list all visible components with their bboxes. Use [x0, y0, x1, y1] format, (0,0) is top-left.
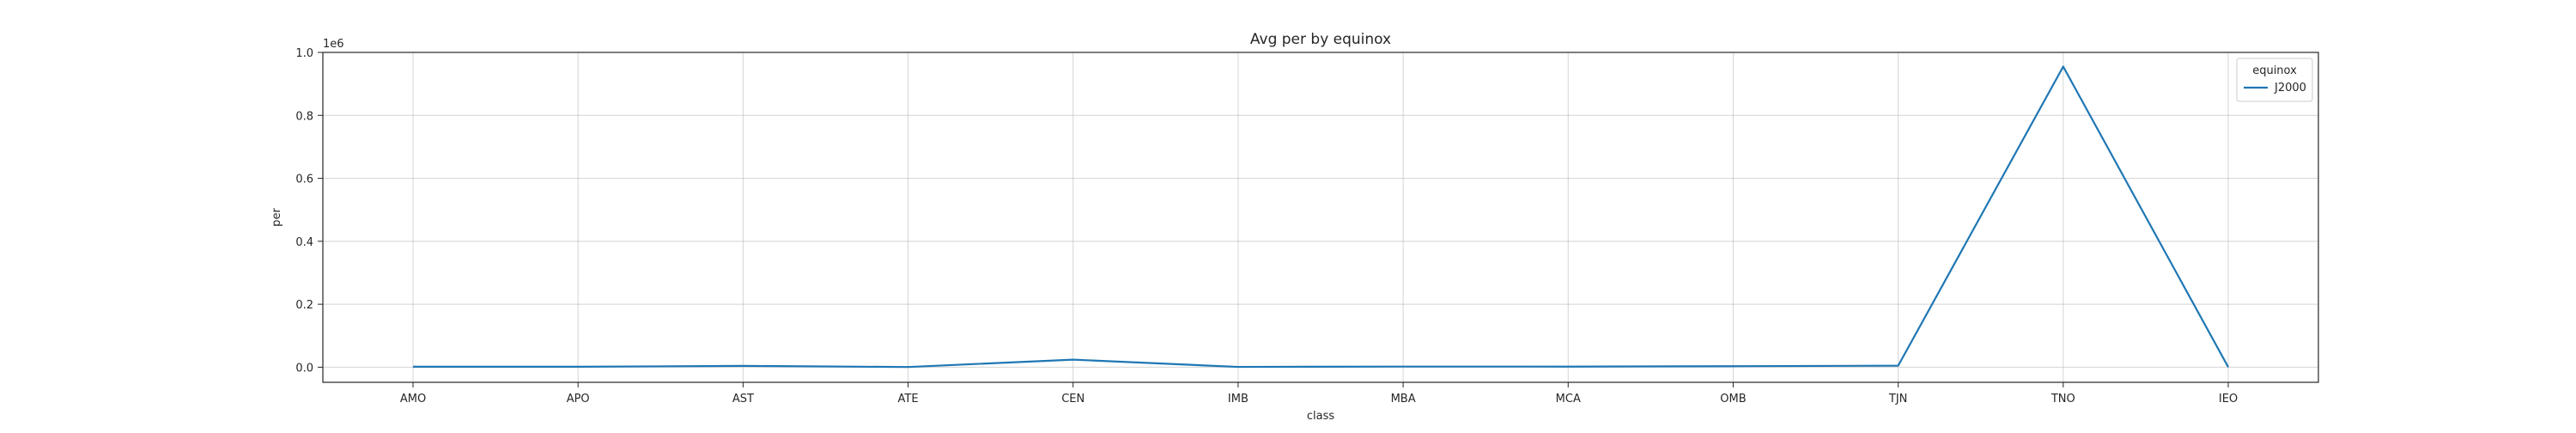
y-tick-label: 0.0	[295, 362, 313, 375]
x-tick-label: TNO	[2050, 393, 2075, 406]
chart-title: Avg per by equinox	[1250, 31, 1391, 48]
y-tick-label: 0.6	[295, 174, 313, 186]
x-tick-label: MBA	[1391, 393, 1416, 406]
x-tick-label: APO	[567, 393, 590, 406]
x-tick-label: AMO	[400, 393, 426, 406]
legend-title: equinox	[2252, 64, 2297, 77]
y-tick-label: 1.0	[295, 47, 313, 60]
y-axis-label: per	[270, 208, 283, 227]
x-axis-label: class	[1307, 410, 1334, 423]
legend: equinox J2000	[2237, 58, 2312, 101]
x-tick-label: IMB	[1228, 393, 1249, 406]
legend-entry-label: J2000	[2274, 82, 2306, 95]
x-tick-label: CEN	[1061, 393, 1084, 406]
y-axis-scale-label: 1e6	[323, 38, 344, 51]
x-tick-label: OMB	[1720, 393, 1746, 406]
x-tick-label: AST	[732, 393, 754, 406]
x-tick-label: TJN	[1888, 393, 1908, 406]
y-tick-label: 0.8	[295, 110, 313, 123]
x-tick-label: MCA	[1556, 393, 1581, 406]
x-tick-label: ATE	[898, 393, 919, 406]
y-tick-label: 0.2	[295, 299, 313, 312]
y-tick-label: 0.4	[295, 236, 313, 249]
x-tick-label: IEO	[2219, 393, 2238, 406]
